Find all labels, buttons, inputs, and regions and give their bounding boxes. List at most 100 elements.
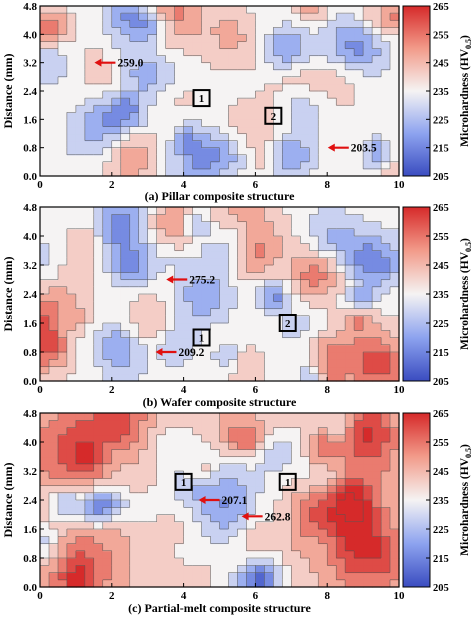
heatmap-cell [282, 161, 292, 170]
x-tick-label: 4 [181, 179, 187, 191]
heatmap-cell [381, 207, 391, 215]
heatmap-cell [147, 456, 158, 465]
heatmap-cell [327, 41, 337, 50]
heatmap-cell [40, 161, 50, 170]
heatmap-cell [210, 529, 221, 537]
heatmap-cell [237, 373, 248, 382]
heatmap-cell [165, 27, 176, 35]
region-marker-label: 1 [285, 477, 291, 489]
heatmap-cell [228, 126, 239, 135]
heatmap-cell [183, 352, 194, 360]
heatmap-cell [291, 6, 301, 14]
heatmap-cell [111, 140, 122, 149]
heatmap-cell [48, 250, 59, 259]
heatmap-cell [183, 250, 194, 259]
heatmap-cell [345, 69, 355, 78]
heatmap-cell [93, 221, 104, 230]
heatmap-cell [201, 478, 212, 487]
heatmap-cell [192, 420, 203, 429]
heatmap-cell [318, 330, 328, 339]
heatmap-cell [345, 543, 355, 552]
heatmap-cell [147, 330, 158, 339]
colorbar-tick-label: 215 [433, 348, 449, 359]
colorbar-tick-label: 225 [433, 115, 449, 126]
heatmap-cell [57, 236, 68, 244]
heatmap-cell [165, 126, 176, 135]
heatmap-cell [354, 13, 364, 21]
heatmap-cell [40, 536, 50, 545]
heatmap-cell [291, 161, 301, 170]
heatmap-cell [84, 207, 95, 215]
heatmap-cell [381, 373, 391, 382]
heatmap-cell [246, 140, 256, 149]
heatmap-cell [102, 76, 113, 85]
heatmap-cell [120, 48, 131, 57]
heatmap-cell [336, 112, 346, 120]
heatmap-cell [354, 308, 364, 317]
heatmap-cell [255, 83, 265, 92]
heatmap-cell [183, 83, 194, 92]
heatmap-cell [183, 154, 194, 163]
heatmap-cell [147, 76, 158, 85]
heatmap-cell [93, 13, 104, 21]
heatmap-cell [120, 236, 131, 244]
heatmap-cell [111, 126, 122, 135]
heatmap-cell [93, 413, 104, 421]
heatmap-cell [219, 492, 230, 501]
heatmap-cell [345, 294, 355, 302]
heatmap-cell [57, 13, 68, 21]
heatmap-cell [93, 62, 104, 71]
heatmap-cell [228, 565, 239, 574]
heatmap-cell [201, 112, 212, 120]
heatmap-cell [255, 337, 265, 346]
heatmap-cell [129, 330, 140, 339]
heatmap-cell [40, 337, 50, 346]
heatmap-cell [318, 168, 328, 177]
heatmap-cell [66, 500, 77, 508]
heatmap-cell [336, 492, 346, 501]
heatmap-cell [165, 427, 176, 436]
heatmap-cell [129, 315, 140, 324]
heatmap-cell [93, 529, 104, 537]
heatmap-cell [93, 500, 104, 508]
heatmap-cell [264, 13, 274, 21]
heatmap-cell [192, 105, 203, 113]
heatmap-cell [147, 13, 158, 21]
heatmap-cell [183, 112, 194, 120]
heatmap-cell [237, 126, 248, 135]
heatmap-cell [147, 500, 158, 508]
heatmap-cell [111, 449, 122, 458]
heatmap-cell [363, 373, 373, 382]
heatmap-cell [129, 147, 140, 156]
heatmap-cell [372, 442, 382, 450]
heatmap-cell [102, 154, 113, 163]
heatmap-cell [282, 286, 292, 295]
heatmap-cell [291, 521, 301, 530]
heatmap-cell [336, 294, 346, 302]
heatmap-cell [48, 207, 59, 215]
heatmap-cell [210, 373, 221, 382]
heatmap-cell [354, 330, 364, 339]
heatmap-cell [381, 6, 391, 14]
heatmap-cell [156, 27, 167, 35]
heatmap-cell [57, 228, 68, 237]
heatmap-cell [381, 243, 391, 252]
heatmap-cell [84, 352, 95, 360]
heatmap-cell [75, 529, 86, 537]
heatmap-cell [228, 521, 239, 530]
heatmap-cell [75, 69, 86, 78]
heatmap-cell [174, 442, 185, 450]
heatmap-cell [372, 492, 382, 501]
heatmap-cell [165, 83, 176, 92]
heatmap-cell [192, 301, 203, 310]
heatmap-cell [309, 243, 319, 252]
heatmap-cell [273, 83, 283, 92]
heatmap-cell [192, 572, 203, 581]
heatmap-cell [363, 105, 373, 113]
heatmap-cell [219, 543, 230, 552]
heatmap-cell [183, 301, 194, 310]
heatmap-cell [57, 427, 68, 436]
heatmap-cell [192, 456, 203, 465]
heatmap-cell [354, 420, 364, 429]
